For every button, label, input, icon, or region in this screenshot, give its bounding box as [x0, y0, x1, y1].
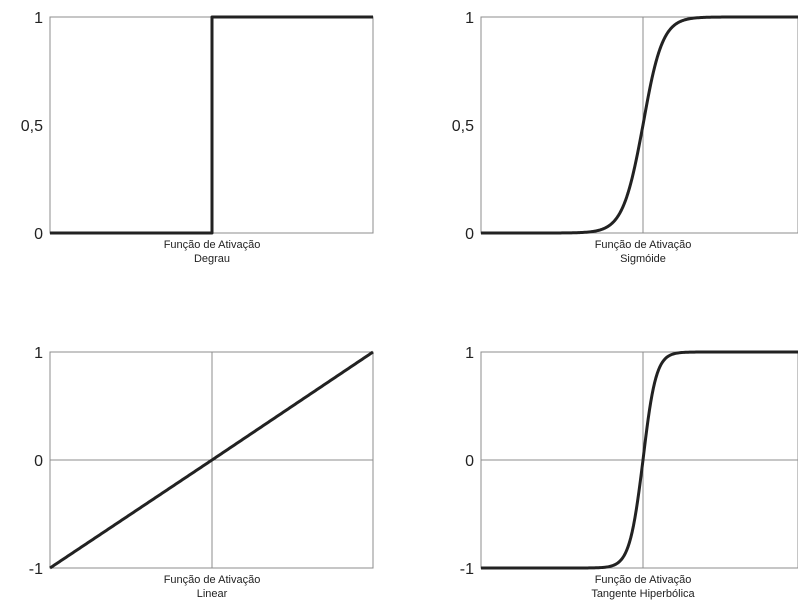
chart-panel-tanh: -1 0 1 Função de Ativação Tangente Hiperbóli… [460, 345, 798, 600]
curve-linear [49, 350, 374, 570]
curve-step [50, 15, 373, 235]
caption-line-2: Degrau [194, 253, 230, 265]
y-tick-label: -1 [460, 561, 474, 578]
y-tick-label: 0,5 [452, 118, 474, 135]
caption-line-2: Tangente Hiperbólica [591, 588, 695, 600]
y-tick-label: 0 [34, 226, 43, 243]
caption-line-1: Função de Ativação [164, 574, 261, 586]
y-tick-label: 0,5 [21, 118, 43, 135]
y-tick-label: 0 [465, 226, 474, 243]
chart-panel-step: 0 0,5 1 Função de Ativação Degrau [21, 10, 374, 265]
y-tick-label: 1 [34, 345, 43, 362]
y-tick-label: 1 [465, 10, 474, 27]
chart-panel-linear: -1 0 1 Função de Ativação Linear [29, 345, 374, 600]
caption-line-2: Sigmóide [620, 253, 666, 265]
caption-line-2: Linear [197, 588, 228, 600]
curve-tanh [480, 350, 798, 570]
plot-frame [480, 16, 798, 234]
caption-line-1: Função de Ativação [595, 239, 692, 251]
y-tick-label: 0 [34, 453, 43, 470]
y-tick-label: -1 [29, 561, 43, 578]
caption-line-1: Função de Ativação [595, 574, 692, 586]
curve-sigmoid [480, 15, 798, 235]
chart-panel-sigmoid: 0 0,5 1 Função de Ativação Sigmóide [452, 10, 798, 265]
y-tick-label: 0 [465, 453, 474, 470]
y-tick-label: 1 [34, 10, 43, 27]
caption-line-1: Função de Ativação [164, 239, 261, 251]
y-tick-label: 1 [465, 345, 474, 362]
